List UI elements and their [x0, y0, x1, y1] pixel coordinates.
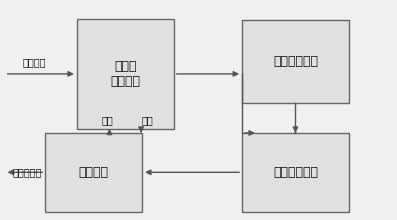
Text: 运行检测: 运行检测: [23, 57, 46, 67]
Text: 电能储存模块: 电能储存模块: [273, 166, 318, 179]
Text: 能量转换模块: 能量转换模块: [273, 55, 318, 68]
Bar: [242, 20, 349, 103]
Text: 单片机
控制模块: 单片机 控制模块: [110, 60, 140, 88]
Bar: [77, 19, 174, 128]
Text: 供电模块: 供电模块: [79, 166, 109, 179]
Text: 供电: 供电: [102, 115, 114, 125]
Text: 控制: 控制: [141, 115, 153, 125]
Bar: [45, 133, 142, 212]
Text: 用电器供电: 用电器供电: [13, 167, 42, 177]
Bar: [242, 133, 349, 212]
